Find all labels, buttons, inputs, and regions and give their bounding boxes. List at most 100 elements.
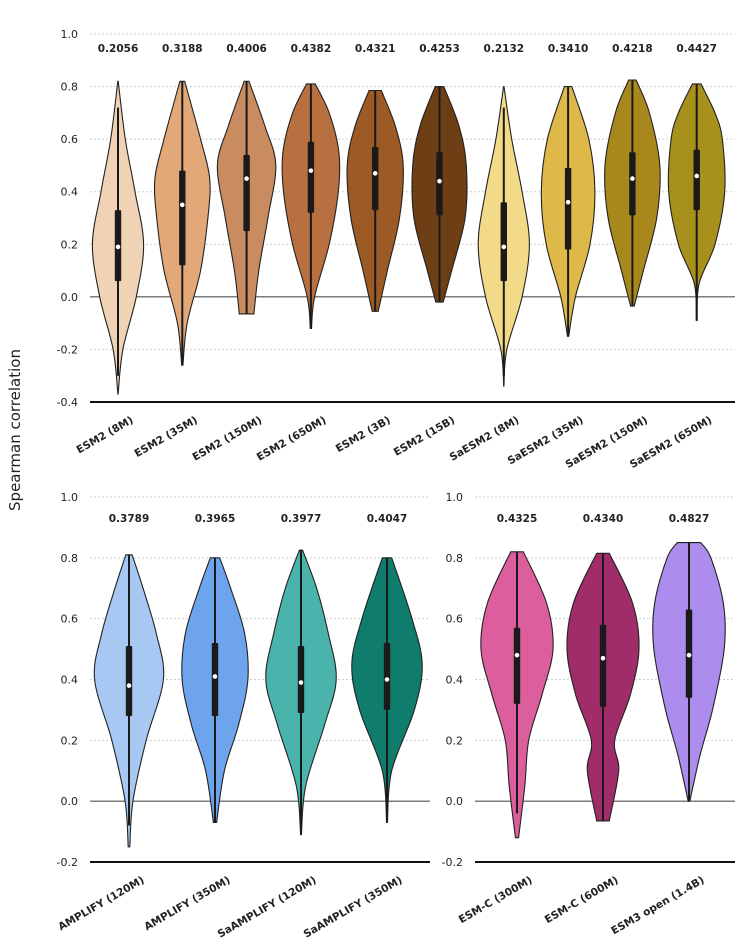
data-label: 0.3410 <box>548 43 589 55</box>
iqr-box <box>500 202 507 282</box>
x-tick-label: ESM2 (150M) <box>190 414 264 463</box>
iqr-box <box>243 154 250 232</box>
y-tick-label: 0.8 <box>61 81 79 94</box>
iqr-box <box>436 152 443 216</box>
iqr-box <box>693 149 700 211</box>
x-tick-label: AMPLIFY (120M) <box>56 874 146 933</box>
data-label: 0.4253 <box>419 43 460 55</box>
violin-2 <box>566 552 640 822</box>
y-tick-label: 1.0 <box>61 28 79 41</box>
x-tick-label: ESM2 (15B) <box>392 414 457 459</box>
median-dot <box>686 652 692 658</box>
violin-1 <box>91 80 145 395</box>
x-tick-label: ESM2 (650M) <box>255 414 329 463</box>
y-tick-label: 1.0 <box>61 491 79 504</box>
violin-9 <box>604 79 661 307</box>
violin-8 <box>540 86 596 337</box>
x-tick-label: ESM3 open (1.4B) <box>609 874 706 937</box>
y-tick-label: 1.0 <box>446 491 464 504</box>
iqr-box <box>297 646 305 713</box>
median-dot <box>384 677 390 682</box>
data-label: 0.4340 <box>583 513 624 525</box>
violin-5 <box>346 89 404 312</box>
data-label: 0.4321 <box>355 43 396 55</box>
median-dot <box>501 244 507 250</box>
violin-3 <box>652 542 726 802</box>
chart-panel-2: 1.0 0.8 0.6 0.4 0.2 0.0 -0.2 0.3789 AMPLIFY (120… <box>56 491 430 941</box>
median-dot <box>372 171 378 176</box>
violin-2 <box>181 557 249 824</box>
data-label: 0.4427 <box>676 43 717 55</box>
median-dot <box>308 168 314 173</box>
y-tick-label: 0.4 <box>61 186 79 199</box>
violin-6 <box>411 86 468 303</box>
iqr-box <box>629 152 636 216</box>
y-tick-label: 0.8 <box>61 552 79 565</box>
iqr-box <box>599 624 607 707</box>
y-tick-label: -0.4 <box>57 396 78 409</box>
y-tick-label: -0.2 <box>57 343 78 356</box>
iqr-box <box>383 643 391 710</box>
y-tick-label: -0.2 <box>57 856 78 869</box>
iqr-box <box>372 147 379 211</box>
iqr-box <box>564 168 572 250</box>
x-tick-label: ESM-C (600M) <box>543 874 621 926</box>
median-dot <box>694 173 699 179</box>
data-label: 0.4047 <box>367 513 408 525</box>
data-label: 0.4006 <box>226 43 267 55</box>
y-axis-label: Spearman correlation <box>6 349 24 511</box>
y-tick-label: 0.6 <box>446 613 464 626</box>
x-tick-label: ESM2 (3B) <box>334 414 393 455</box>
y-tick-label: 0.0 <box>61 795 79 808</box>
data-label: 0.4382 <box>291 43 332 55</box>
violin-1 <box>480 551 554 839</box>
y-tick-label: -0.2 <box>442 856 463 869</box>
iqr-box <box>125 646 133 716</box>
data-label: 0.4218 <box>612 43 653 55</box>
data-label: 0.3977 <box>281 513 322 525</box>
violin-7 <box>477 86 530 387</box>
y-tick-label: 0.2 <box>61 734 79 747</box>
y-tick-label: 0.0 <box>446 795 464 808</box>
data-label: 0.3965 <box>195 513 236 525</box>
iqr-box <box>179 170 186 266</box>
median-dot <box>244 176 249 181</box>
median-dot <box>115 244 121 250</box>
x-tick-label: AMPLIFY (350M) <box>142 874 232 933</box>
data-label: 0.2132 <box>484 43 525 55</box>
median-dot <box>437 178 442 184</box>
median-dot <box>212 674 218 679</box>
iqr-box <box>307 141 315 213</box>
violin-4 <box>281 83 341 329</box>
chart-panels: 1.0 0.8 0.6 0.4 0.2 0.0 -0.2 -0.4 0.2056 ESM2 (8M… <box>56 28 735 941</box>
data-label: 0.4827 <box>669 513 710 525</box>
data-label: 0.3789 <box>109 513 150 525</box>
y-tick-label: 0.0 <box>61 291 79 304</box>
iqr-box <box>513 627 521 704</box>
violin-3 <box>216 80 277 315</box>
median-dot <box>298 680 304 685</box>
x-tick-label: ESM2 (8M) <box>75 414 136 456</box>
data-label: 0.3188 <box>162 43 203 55</box>
y-tick-label: 0.2 <box>61 238 79 251</box>
data-label: 0.4325 <box>497 513 538 525</box>
y-tick-label: 0.4 <box>61 674 79 687</box>
median-dot <box>630 176 635 181</box>
y-tick-label: 0.4 <box>446 674 464 687</box>
median-dot <box>565 199 571 205</box>
chart-panel-3: 1.0 0.8 0.6 0.4 0.2 0.0 -0.2 0.4325 ESM-C (300M)… <box>442 491 735 937</box>
x-tick-label: ESM-C (300M) <box>457 874 535 926</box>
data-label: 0.2056 <box>98 43 139 55</box>
y-tick-label: 0.2 <box>446 734 464 747</box>
violin-3 <box>265 549 337 836</box>
median-dot <box>600 655 606 661</box>
violin-4 <box>351 557 423 824</box>
median-dot <box>514 652 520 658</box>
chart-panel-1: 1.0 0.8 0.6 0.4 0.2 0.0 -0.2 -0.4 0.2056 ESM2 (8M… <box>57 28 735 471</box>
violin-2 <box>153 80 211 366</box>
median-dot <box>126 683 132 688</box>
y-tick-label: 0.8 <box>446 552 464 565</box>
violin-1 <box>93 554 165 848</box>
y-tick-label: 0.6 <box>61 613 79 626</box>
